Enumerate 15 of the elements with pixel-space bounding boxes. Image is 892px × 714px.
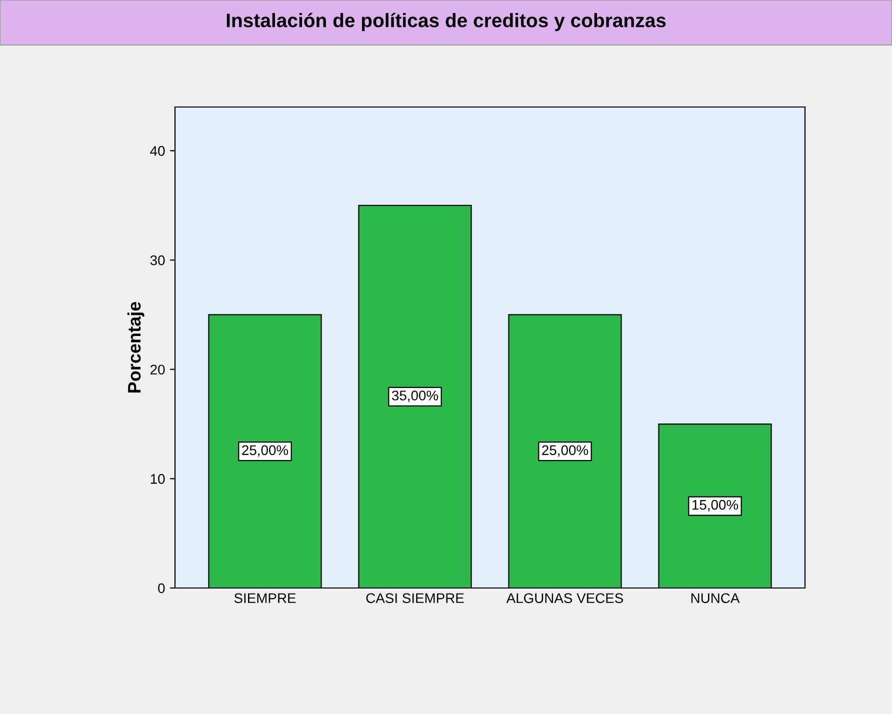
x-tick-label: SIEMPRE xyxy=(234,593,296,604)
chart-title: Instalación de políticas de creditos y cobranzas xyxy=(226,12,666,32)
y-tick-label: 30 xyxy=(150,255,165,266)
y-axis-title: Porcentaje xyxy=(127,302,144,392)
y-tick-label: 0 xyxy=(158,583,165,594)
data-label: 25,00% xyxy=(542,445,588,457)
x-tick-label: CASI SIEMPRE xyxy=(366,593,464,604)
y-tick-label: 20 xyxy=(150,364,165,375)
y-tick-label: 40 xyxy=(150,146,165,156)
data-label: 25,00% xyxy=(242,445,288,457)
data-label: 35,00% xyxy=(392,390,438,402)
x-tick-label: ALGUNAS VECES xyxy=(506,593,624,604)
data-label: 15,00% xyxy=(692,500,738,512)
y-tick-label: 10 xyxy=(150,474,165,484)
x-tick-label: NUNCA xyxy=(691,593,740,604)
